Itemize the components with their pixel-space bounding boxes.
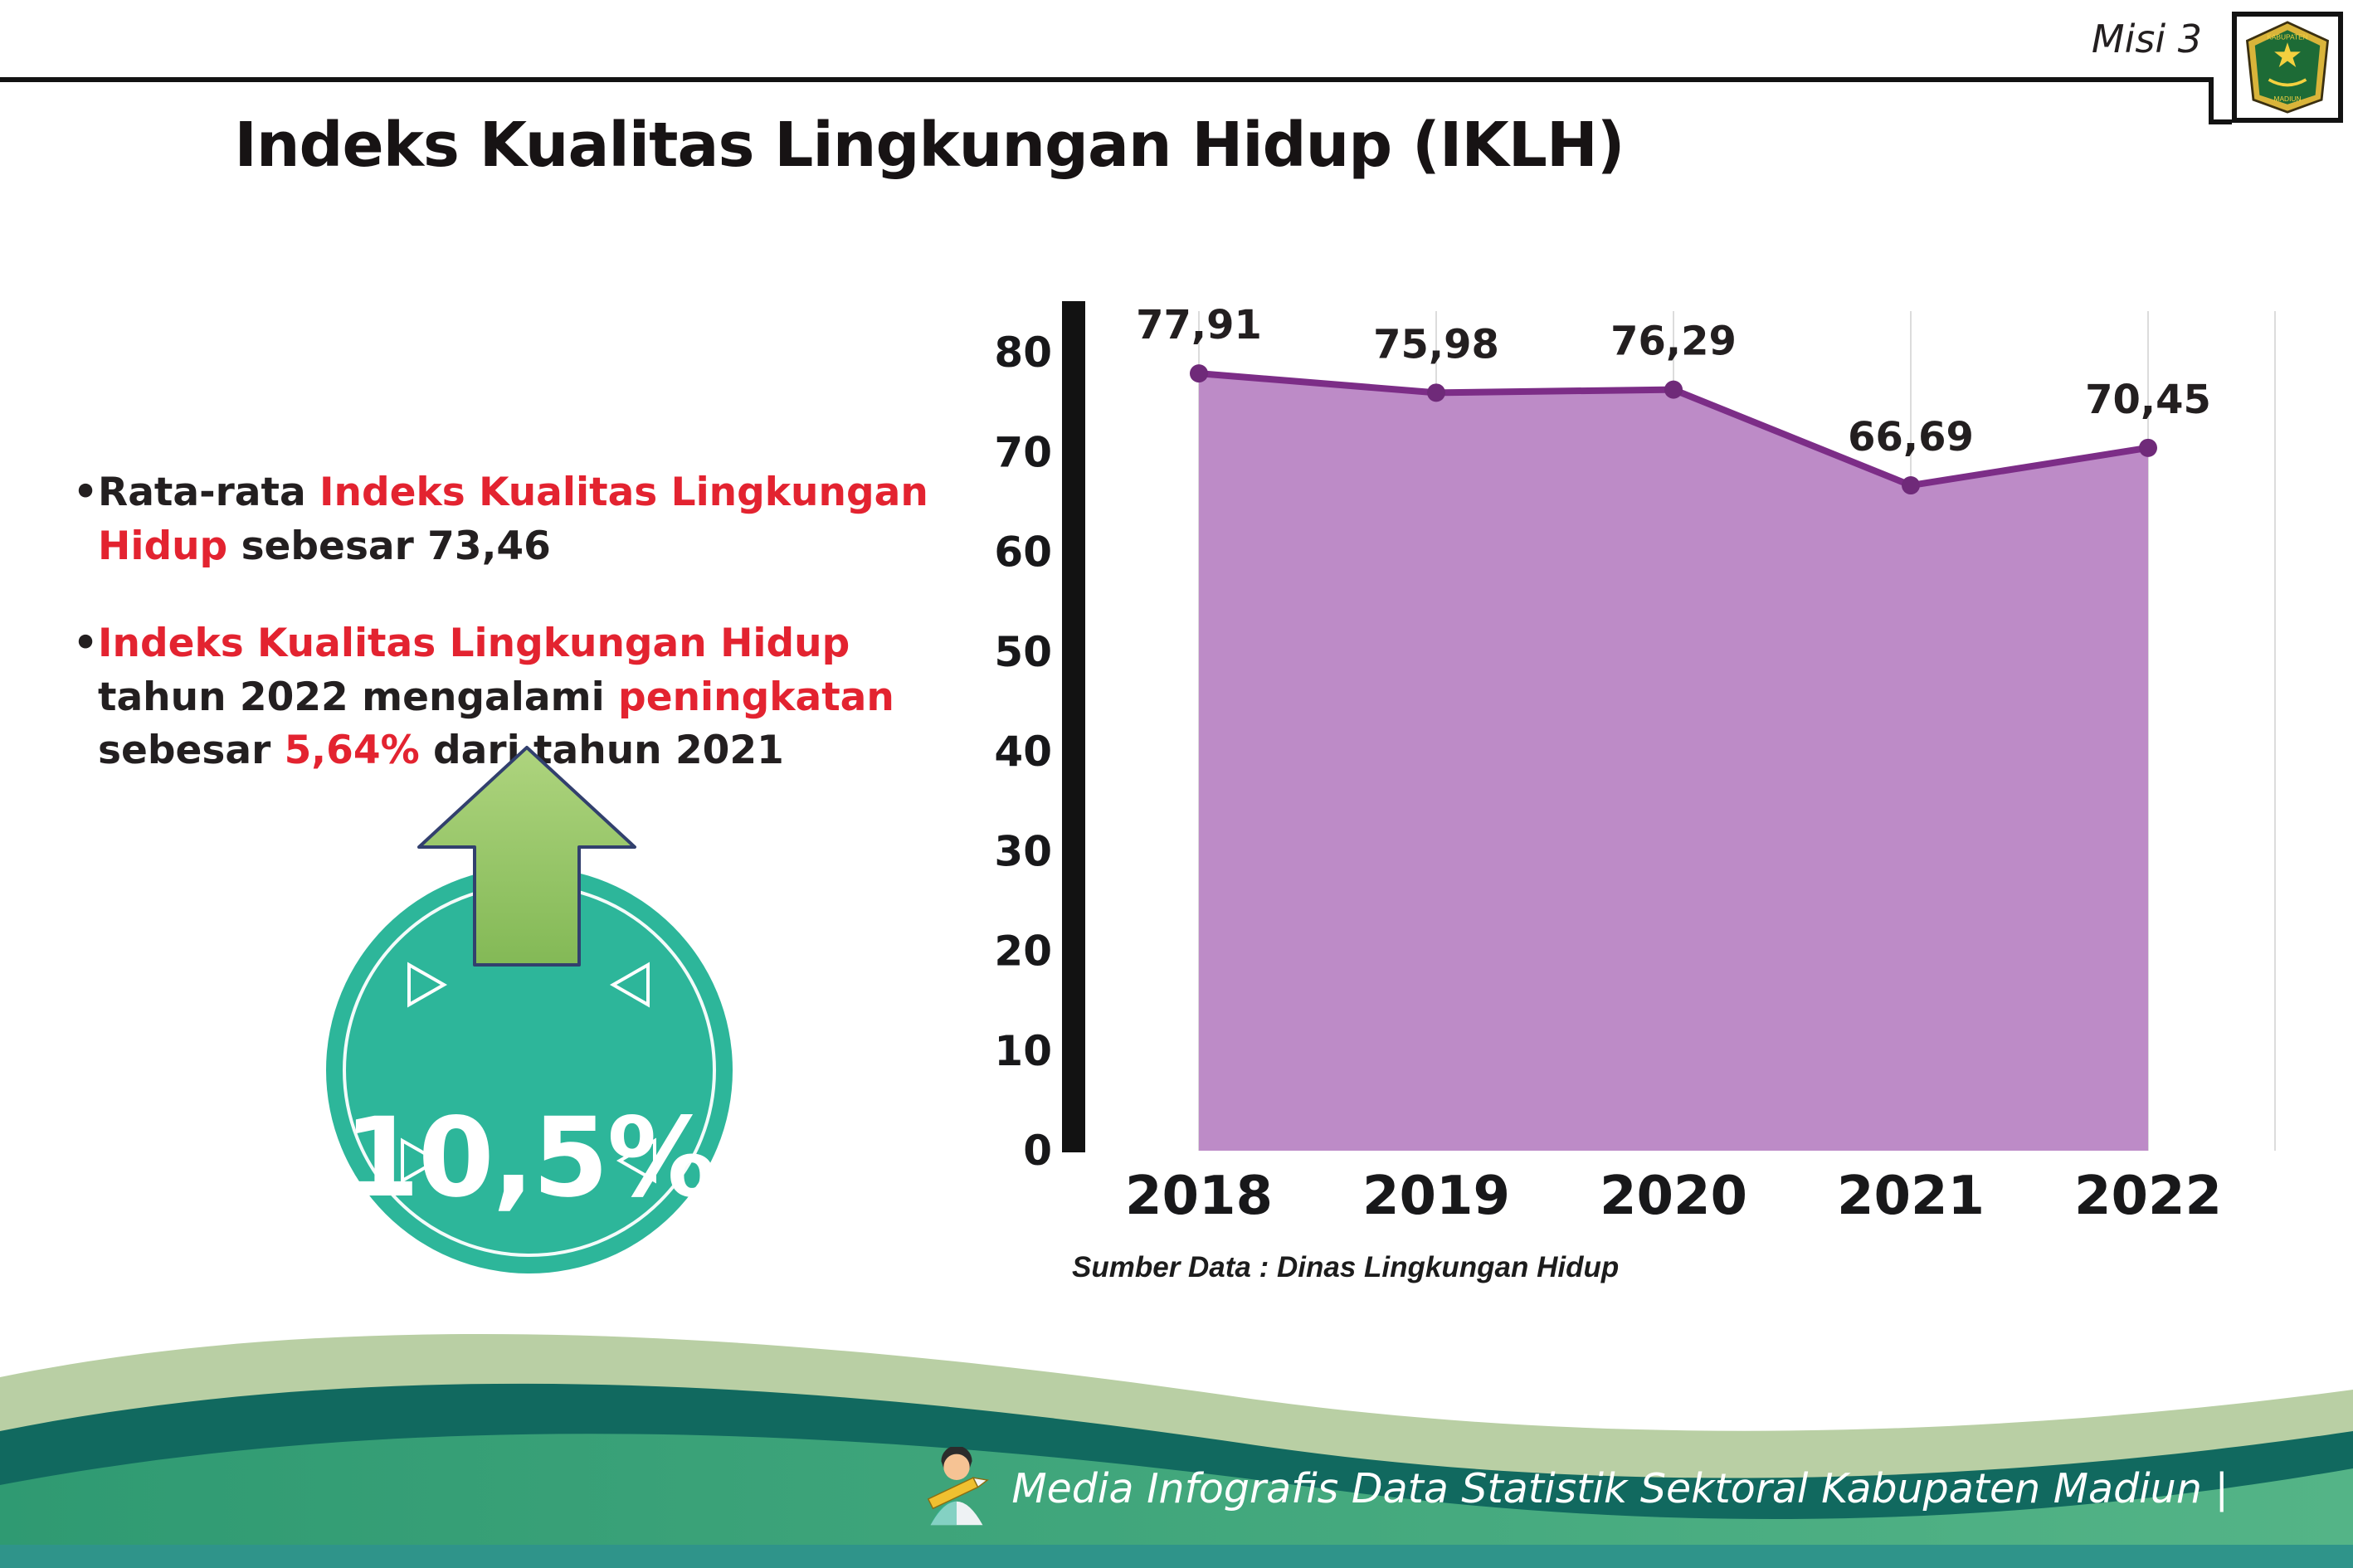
increase-percentage: 10,5% — [343, 1094, 717, 1222]
text-segment: Rata-rata — [98, 470, 320, 515]
data-point — [1427, 383, 1445, 402]
y-tick-label: 50 — [994, 628, 1052, 676]
text-segment: dari tahun 2021 — [419, 728, 784, 774]
y-tick-label: 40 — [994, 728, 1052, 776]
logo-text-bottom: MADIUN — [2273, 95, 2301, 103]
chart-source: Sumber Data : Dinas Lingkungan Hidup — [1072, 1251, 1620, 1283]
text-segment: tahun 2022 mengalami — [98, 674, 619, 720]
x-tick-label: 2022 — [2074, 1166, 2222, 1227]
point-label: 75,98 — [1373, 321, 1499, 368]
x-tick-label: 2018 — [1125, 1166, 1273, 1227]
logo-bracket — [2209, 77, 2214, 124]
area-series — [1199, 373, 2148, 1151]
text-segment: sebesar — [98, 728, 285, 774]
kabupaten-madiun-logo: KABUPATEN MADIUN — [2232, 12, 2343, 123]
mascot-icon — [928, 1447, 990, 1526]
x-tick-label: 2019 — [1362, 1166, 1510, 1227]
text-segment: Indeks Kualitas Lingkungan Hidup — [98, 620, 850, 666]
footer-credit: Media Infografis Data Statistik Sektoral… — [1011, 1464, 2229, 1512]
point-label: 77,91 — [1136, 302, 1262, 348]
y-tick-label: 30 — [994, 827, 1052, 875]
credit-row: Media Infografis Data Statistik Sektoral… — [920, 1447, 2229, 1530]
bullet-item: • Indeks Kualitas Lingkungan Hidup tahun … — [73, 617, 969, 779]
notch-icons — [401, 962, 656, 1184]
text-segment: sebesar 73,46 — [227, 523, 551, 569]
data-point — [1902, 476, 1920, 495]
bullet-item: • Rata-rata Indeks Kualitas Lingkungan Hi… — [73, 466, 969, 574]
arrow-up-icon — [417, 746, 636, 967]
bullet-marker-icon: • — [73, 470, 99, 515]
y-tick-label: 20 — [994, 928, 1052, 976]
iklh-chart: 0 10 20 30 40 50 60 70 80 77,91 75,98 76,29 66,69 70,… — [979, 295, 2323, 1356]
y-tick-label: 80 — [994, 329, 1052, 377]
text-segment: 5,64% — [284, 728, 420, 774]
point-label: 66,69 — [1848, 414, 1974, 460]
text-segment: peningkatan — [618, 674, 894, 720]
bullet-list: • Rata-rata Indeks Kualitas Lingkungan Hi… — [73, 466, 969, 821]
x-tick-label: 2021 — [1837, 1166, 1985, 1227]
increase-badge: 10,5% — [319, 743, 743, 1290]
data-point — [1190, 364, 1208, 383]
logo-text-top: KABUPATEN — [2267, 32, 2307, 41]
logo-bracket — [2209, 119, 2232, 124]
text-segment: Indeks Kualitas Lingkungan Hidup — [98, 470, 928, 569]
y-tick-label: 60 — [994, 528, 1052, 577]
misi-label: Misi 3 — [2091, 17, 2202, 61]
y-tick-label: 0 — [1023, 1127, 1052, 1175]
x-tick-label: 2020 — [1600, 1166, 1747, 1227]
bullet-marker-icon: • — [73, 620, 99, 666]
y-axis-bar — [1062, 301, 1085, 1152]
point-label: 70,45 — [2085, 377, 2211, 423]
header-rule — [0, 77, 2209, 82]
footer: Media Infografis Data Statistik Sektoral… — [0, 1319, 2353, 1568]
y-tick-label: 70 — [994, 428, 1052, 476]
data-point — [2139, 438, 2157, 457]
data-point — [1664, 380, 1683, 399]
iklh-chart-svg: 0 10 20 30 40 50 60 70 80 77,91 75,98 76,29 66,69 70,… — [994, 301, 2276, 1227]
point-label: 76,29 — [1610, 319, 1737, 365]
page-title: Indeks Kualitas Lingkungan Hidup (IKLH) — [234, 109, 1625, 181]
footer-waves — [0, 1334, 2353, 1568]
shield-icon: KABUPATEN MADIUN — [2245, 21, 2330, 114]
y-tick-label: 10 — [994, 1027, 1052, 1075]
